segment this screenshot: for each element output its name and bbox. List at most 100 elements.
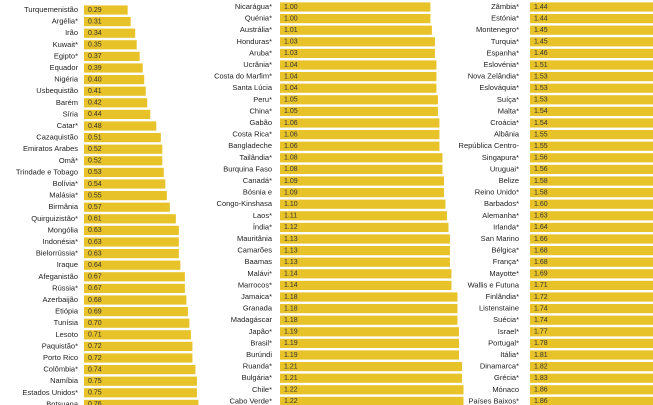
bar bbox=[530, 153, 653, 163]
value-label: 1.74 bbox=[534, 305, 548, 312]
bar bbox=[280, 130, 440, 140]
bar bbox=[84, 376, 197, 386]
category-label: Malávi* bbox=[247, 269, 272, 278]
bar bbox=[280, 14, 431, 24]
category-label: Paquistão* bbox=[42, 341, 78, 350]
category-label: Suíça* bbox=[497, 95, 519, 104]
value-label: 0.57 bbox=[88, 204, 102, 211]
value-label: 1.71 bbox=[534, 282, 548, 289]
category-label: Grécia* bbox=[494, 373, 519, 382]
bar bbox=[84, 295, 187, 305]
bar bbox=[84, 17, 131, 27]
bar bbox=[84, 144, 163, 154]
bar bbox=[530, 176, 653, 186]
value-label: 0.29 bbox=[88, 7, 102, 14]
value-label: 1.04 bbox=[284, 85, 298, 92]
category-label: Brasil* bbox=[250, 338, 272, 347]
category-label: Rússia* bbox=[52, 283, 78, 292]
bar bbox=[84, 307, 188, 317]
value-label: 1.72 bbox=[534, 294, 548, 301]
value-label: 0.72 bbox=[88, 355, 102, 362]
bar bbox=[84, 40, 137, 50]
value-label: 0.35 bbox=[88, 42, 102, 49]
value-label: 0.61 bbox=[88, 216, 102, 223]
bar bbox=[84, 179, 166, 189]
bar bbox=[280, 350, 459, 360]
category-label: Camarões bbox=[237, 246, 272, 255]
value-label: 1.06 bbox=[284, 120, 298, 127]
value-label: 1.19 bbox=[284, 352, 298, 359]
bar bbox=[280, 199, 446, 209]
category-label: Mayotte* bbox=[489, 269, 519, 278]
category-label: Uruguai* bbox=[490, 164, 519, 173]
value-label: 1.54 bbox=[534, 120, 548, 127]
value-label: 0.41 bbox=[88, 88, 102, 95]
bar bbox=[280, 304, 458, 314]
category-label: Ucrânia* bbox=[243, 60, 272, 69]
category-label: Bangladeche bbox=[228, 141, 272, 150]
category-label: Usbequistão bbox=[36, 86, 78, 95]
bar bbox=[530, 234, 653, 244]
category-label: Botsuana bbox=[46, 399, 79, 405]
value-label: 1.60 bbox=[534, 201, 548, 208]
category-label: Nicarágua* bbox=[235, 2, 272, 11]
category-label: Indonésia* bbox=[43, 237, 79, 246]
category-label: Bósnia e bbox=[243, 188, 272, 197]
category-label: Tunísia bbox=[54, 318, 79, 327]
category-label: Omã* bbox=[59, 156, 78, 165]
category-label: Síria bbox=[63, 109, 79, 118]
value-label: 1.58 bbox=[534, 178, 548, 185]
bar bbox=[280, 37, 435, 47]
category-label: Mónaco bbox=[492, 385, 519, 394]
bar bbox=[530, 188, 653, 198]
value-label: 0.68 bbox=[88, 297, 102, 304]
bar bbox=[84, 191, 167, 201]
value-label: 1.53 bbox=[534, 97, 548, 104]
category-label: Bélgica* bbox=[491, 246, 519, 255]
value-label: 1.86 bbox=[534, 387, 548, 394]
value-label: 0.71 bbox=[88, 332, 102, 339]
bar bbox=[530, 14, 653, 24]
bar bbox=[84, 75, 145, 85]
category-label: Costa Rica* bbox=[232, 130, 272, 139]
bar bbox=[530, 118, 653, 128]
bar bbox=[530, 362, 653, 372]
bar bbox=[84, 249, 179, 259]
bar bbox=[84, 98, 148, 108]
category-label: Albânia bbox=[494, 130, 520, 139]
value-label: 1.55 bbox=[534, 143, 548, 150]
value-label: 1.05 bbox=[284, 97, 298, 104]
value-label: 0.34 bbox=[88, 30, 102, 37]
category-label: Dinamarca* bbox=[480, 362, 519, 371]
category-label: Gabão bbox=[249, 118, 272, 127]
bar bbox=[84, 86, 146, 96]
value-label: 0.74 bbox=[88, 366, 102, 373]
bar bbox=[84, 51, 140, 61]
value-label: 1.58 bbox=[534, 189, 548, 196]
category-label: Mongólia bbox=[48, 225, 79, 234]
value-label: 1.09 bbox=[284, 178, 298, 185]
value-label: 0.69 bbox=[88, 308, 102, 315]
bar bbox=[280, 164, 443, 174]
bar bbox=[280, 315, 458, 325]
bar bbox=[280, 280, 452, 290]
bar bbox=[530, 164, 653, 174]
value-label: 1.56 bbox=[534, 166, 548, 173]
bar bbox=[84, 283, 185, 293]
category-label: França* bbox=[493, 257, 519, 266]
bar bbox=[280, 83, 437, 93]
category-label: Colômbia* bbox=[43, 365, 78, 374]
category-label: Espanha* bbox=[486, 48, 519, 57]
value-label: 1.04 bbox=[284, 62, 298, 69]
category-label: Barém bbox=[56, 98, 78, 107]
category-label: Egipto* bbox=[54, 51, 78, 60]
value-label: 1.51 bbox=[534, 62, 548, 69]
bar bbox=[530, 25, 653, 35]
value-label: 1.13 bbox=[284, 259, 298, 266]
value-label: 1.06 bbox=[284, 143, 298, 150]
category-label: Santa Lúcia bbox=[232, 83, 272, 92]
bar bbox=[530, 304, 653, 314]
value-label: 1.19 bbox=[284, 340, 298, 347]
bar bbox=[280, 373, 462, 383]
